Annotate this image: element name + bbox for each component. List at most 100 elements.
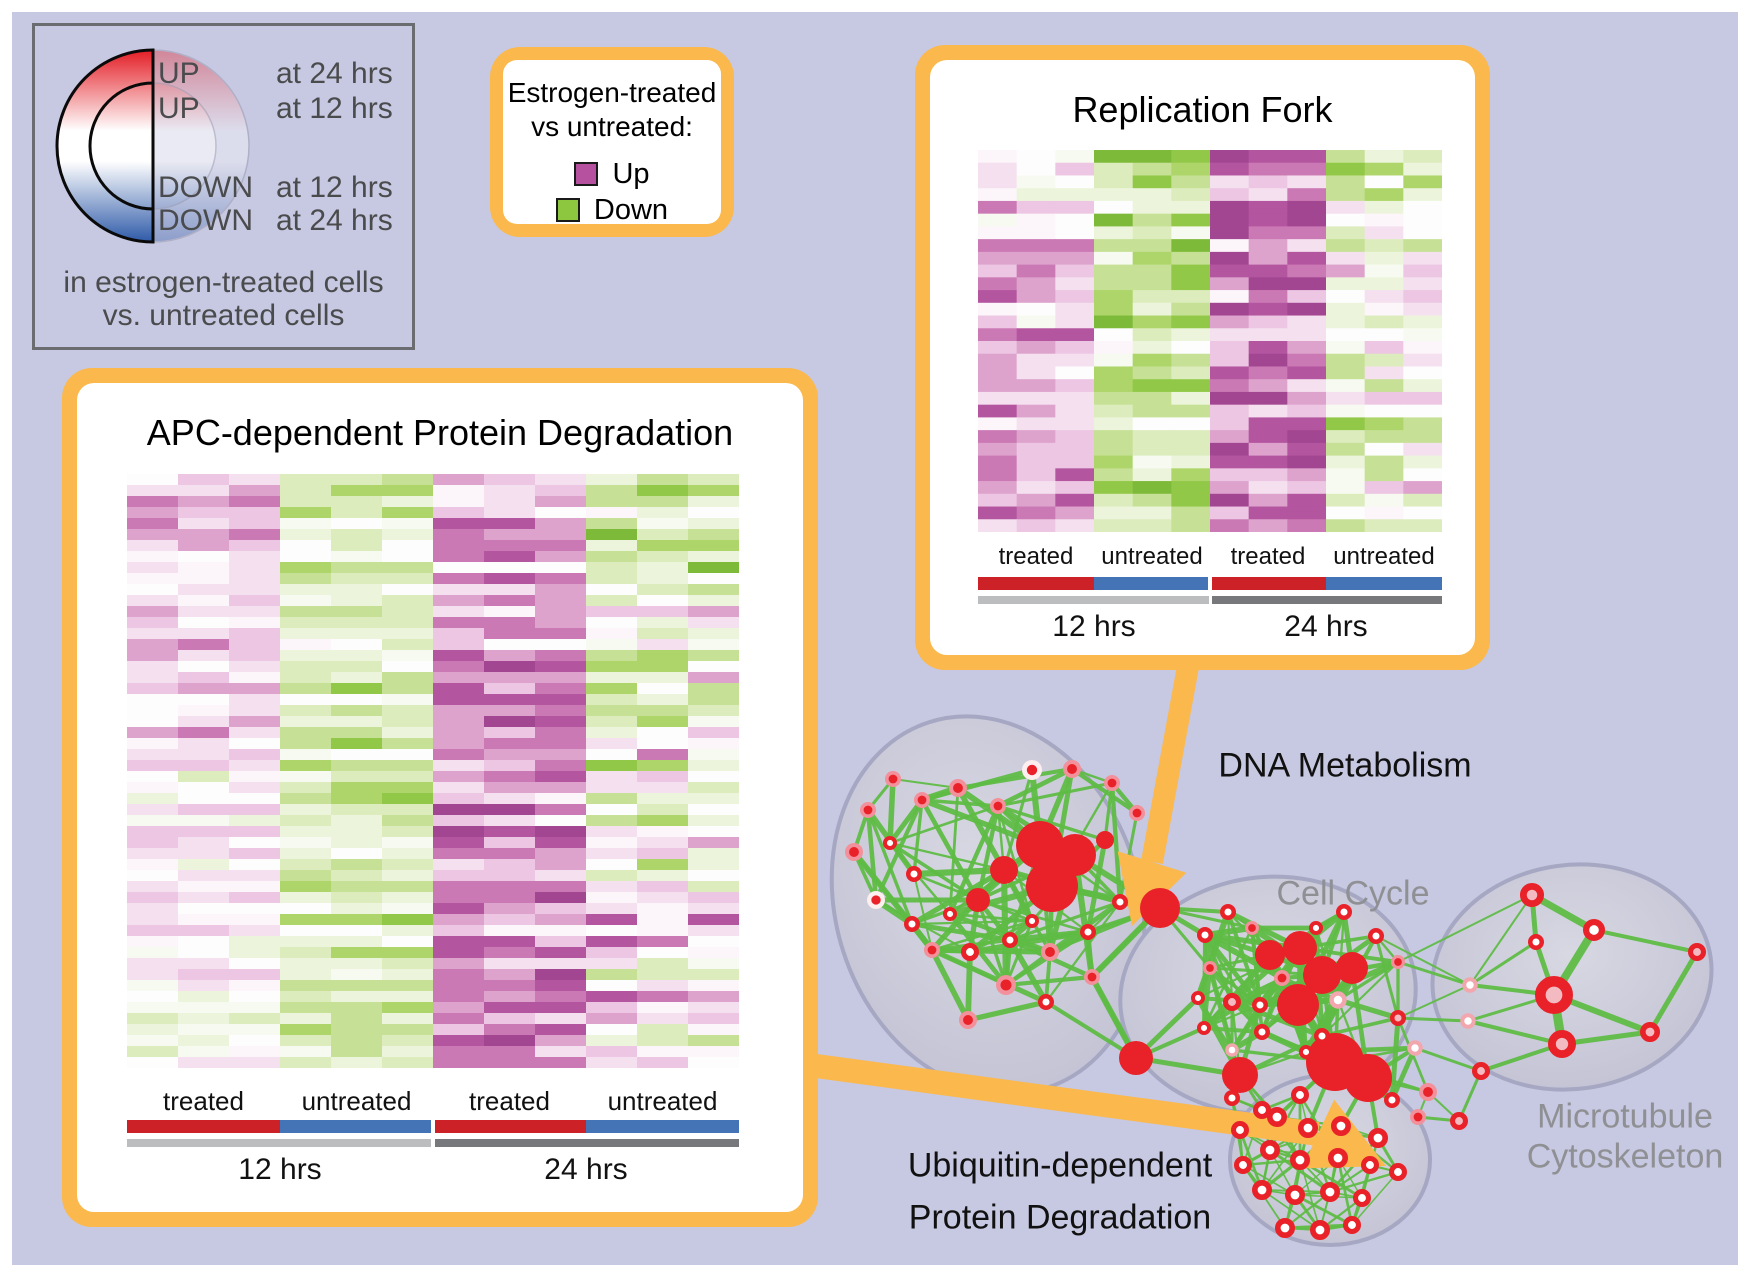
network-node: [849, 847, 859, 857]
network-edge: [1304, 999, 1340, 1053]
network-node: [1253, 1101, 1272, 1120]
apc-group-labels: treated untreated treated untreated: [127, 1086, 739, 1120]
replication-fork-heatmap: [978, 150, 1442, 532]
network-edge: [1005, 974, 1093, 988]
network-node: [1000, 979, 1012, 991]
network-edge: [930, 947, 1048, 1005]
network-edge: [1397, 984, 1471, 1019]
network-node: [1283, 931, 1317, 965]
network-node: [1344, 1054, 1392, 1102]
network-node: [1353, 1189, 1372, 1208]
apc-panel-title: APC-dependent Protein Degradation: [146, 412, 734, 453]
network-node: [1462, 977, 1478, 993]
rf-treated-24-label: treated: [1230, 543, 1306, 570]
network-node: [1026, 764, 1038, 776]
network-node: [1196, 926, 1213, 943]
network-edge: [1269, 1148, 1331, 1194]
legend-caption-line2: vs. untreated cells: [102, 299, 345, 332]
network-node: [1472, 1062, 1491, 1081]
network-edge: [1375, 935, 1471, 986]
network-edge: [912, 799, 924, 875]
network-node: [1045, 947, 1055, 957]
network-node: [1248, 924, 1256, 932]
apc-12hrs-label: 12 hrs: [238, 1153, 322, 1186]
rf-time-graybar: [978, 596, 1442, 604]
network-edge: [1045, 901, 1121, 1003]
rf-time-labels: 12 hrs 24 hrs: [978, 610, 1442, 646]
legend-up-12-label: UP: [158, 92, 200, 125]
network-edge: [1561, 1029, 1651, 1047]
network-edge: [997, 804, 1106, 842]
cluster-label-ubiquitin-line1: Ubiquitin-dependent: [907, 1146, 1213, 1185]
network-node: [1303, 956, 1341, 994]
network-node: [1290, 1150, 1311, 1171]
network-edge: [889, 841, 979, 902]
network-node: [993, 801, 1003, 811]
cluster-label-microtubule-line1: Microtubule: [1537, 1097, 1713, 1136]
callout-arrow-shaft: [1141, 654, 1201, 864]
network-edge: [1374, 935, 1400, 1019]
network-node: [1026, 860, 1078, 912]
network-node: [990, 856, 1018, 884]
network-node: [1394, 958, 1402, 966]
network-node: [1368, 1128, 1389, 1149]
apc-treated-12-label: treated: [163, 1086, 244, 1116]
network-edge: [913, 866, 1005, 878]
network-node: [943, 907, 958, 922]
replication-fork-axis: treated untreated treated untreated 12 h…: [978, 543, 1442, 646]
network-edge: [887, 778, 896, 844]
apc-time-labels: 12 hrs 24 hrs: [127, 1153, 739, 1189]
network-edge: [1226, 911, 1234, 1003]
network-edge: [948, 787, 960, 915]
cluster-label-ubiquitin-line2: Protein Degradation: [908, 1198, 1212, 1237]
network-edge: [1467, 1019, 1563, 1046]
network-edge: [921, 798, 999, 808]
network-edge: [911, 921, 1011, 943]
network-node: [1310, 1220, 1331, 1241]
network-edge: [866, 809, 914, 925]
down-color-swatch-icon: [555, 198, 580, 222]
rf-untreated-12-label: untreated: [1101, 543, 1203, 570]
network-edge: [949, 911, 1051, 955]
apc-untreated-12-label: untreated: [301, 1086, 412, 1116]
network-node: [1534, 976, 1573, 1015]
network-node: [1267, 1107, 1288, 1128]
network-edge: [969, 919, 1033, 954]
network-node: [1037, 993, 1054, 1010]
legend-down-24-label: DOWN: [158, 204, 253, 237]
network-node: [1291, 1086, 1310, 1105]
network-node: [1383, 1091, 1400, 1108]
network-edge: [948, 805, 1000, 915]
replication-fork-panel-title: Replication Fork: [1072, 89, 1333, 130]
network-node: [1222, 1057, 1258, 1093]
updown-legend-inner: [503, 60, 721, 224]
updown-legend-up-row: Up: [490, 158, 734, 190]
apc-treated-24-label: treated: [469, 1086, 550, 1116]
legend-caption-line1: in estrogen-treated cells: [63, 266, 384, 299]
network-nodes: [845, 760, 1707, 1241]
network-edge: [1201, 967, 1213, 1029]
network-edge: [1321, 961, 1399, 1037]
network-node: [1252, 1180, 1273, 1201]
network-edge: [913, 873, 933, 951]
cluster-label-microtubule-line2: Cytoskeleton: [1526, 1137, 1724, 1176]
network-node: [1582, 919, 1605, 942]
apc-time-graybar: [127, 1139, 739, 1147]
callout-arrows: [814, 654, 1386, 1169]
network-node: [1277, 984, 1319, 1026]
updown-legend-title-line2: vs untreated:: [531, 111, 693, 142]
network-node: [1335, 903, 1352, 920]
network-node: [1329, 991, 1347, 1009]
network-node: [1367, 927, 1384, 944]
network-node: [1223, 1089, 1240, 1106]
apc-heatmap-panel: APC-dependent Protein Degradation treate…: [62, 368, 818, 1227]
network-edge: [1389, 1047, 1418, 1101]
network-edge: [1336, 1157, 1354, 1226]
down-label: Down: [593, 193, 669, 226]
network-edge: [931, 919, 1033, 952]
network-edge: [1593, 928, 1698, 954]
apc-untreated-24-label: untreated: [607, 1086, 718, 1116]
network-node: [1548, 1030, 1577, 1059]
network-edge: [1337, 960, 1399, 1002]
network-edge: [967, 999, 1047, 1023]
